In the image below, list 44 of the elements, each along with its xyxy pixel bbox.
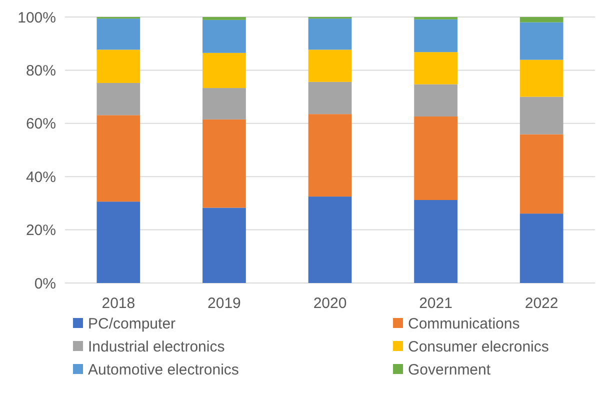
- bar: [414, 19, 458, 52]
- bar: [96, 50, 140, 83]
- bar: [414, 84, 458, 116]
- bar: [308, 82, 352, 114]
- x-tick-label: 2020: [313, 295, 347, 312]
- y-tick-label: 60%: [26, 116, 56, 133]
- legend-label: Government: [408, 361, 492, 378]
- legend-label: Industrial electronics: [88, 338, 225, 356]
- bar: [414, 116, 458, 200]
- legend-label: Automotive electronics: [88, 361, 239, 378]
- bar: [202, 88, 246, 120]
- bar: [308, 196, 352, 283]
- y-tick-label: 0%: [34, 275, 56, 292]
- bar: [520, 134, 564, 214]
- bar: [520, 22, 564, 60]
- legend-label: PC/computer: [88, 315, 176, 332]
- y-tick-label: 40%: [26, 168, 56, 186]
- bar: [308, 114, 352, 197]
- x-tick-label: 2021: [419, 295, 452, 312]
- x-tick-label: 2022: [524, 295, 558, 312]
- bar: [202, 52, 246, 88]
- bar: [96, 82, 140, 116]
- legend-label: Communications: [408, 315, 520, 332]
- y-tick-label: 20%: [26, 222, 56, 240]
- y-tick-label: 80%: [26, 62, 56, 80]
- bar: [308, 18, 352, 50]
- bar: [414, 52, 458, 84]
- x-tick-label: 2018: [102, 295, 136, 312]
- bar: [96, 202, 140, 283]
- bar: [202, 20, 246, 53]
- x-tick-label: 2019: [208, 295, 241, 312]
- bar: [202, 208, 246, 283]
- bar: [520, 96, 564, 134]
- bar: [520, 214, 564, 283]
- bar: [202, 119, 246, 208]
- bar: [520, 17, 564, 22]
- bar: [96, 18, 140, 50]
- bar: [414, 200, 458, 283]
- bar: [308, 50, 352, 82]
- legend-label: Consumer elecronics: [408, 338, 549, 356]
- y-tick-label: 100%: [18, 9, 56, 26]
- bar: [202, 17, 246, 20]
- bar: [96, 115, 140, 202]
- bar: [520, 60, 564, 97]
